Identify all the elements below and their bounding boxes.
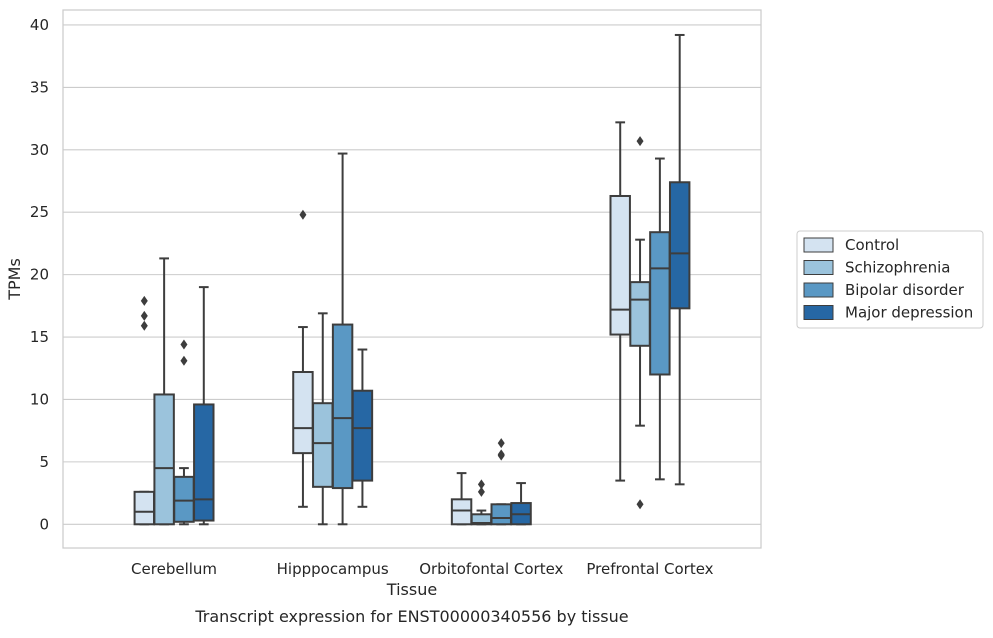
box-1-2	[292, 209, 314, 508]
legend-swatch	[803, 237, 834, 253]
outlier-point	[636, 499, 644, 510]
box-body	[331, 323, 354, 490]
box-3-1	[173, 339, 195, 526]
y-tick-label: 40	[30, 16, 49, 34]
grid-layer	[63, 24, 761, 525]
box-body	[450, 498, 473, 526]
legend-swatch	[803, 305, 834, 320]
y-tick-label: 20	[30, 266, 49, 284]
outlier-point	[140, 320, 148, 331]
y-tick-label: 5	[39, 453, 49, 471]
y-tick-label: 0	[39, 515, 49, 533]
y-tick-label: 35	[30, 78, 49, 96]
box-1-3	[450, 472, 473, 526]
x-tick-label: Orbitofontal Cortex	[419, 560, 563, 578]
legend-label: Bipolar disorder	[845, 281, 965, 299]
plot-area	[62, 9, 762, 549]
y-tick-label: 25	[30, 203, 49, 221]
box-body	[649, 231, 671, 376]
box-4-2	[351, 348, 374, 508]
box-body	[133, 490, 156, 526]
box-body	[490, 503, 512, 526]
box-1-4	[609, 121, 631, 482]
box-2-4	[629, 136, 651, 510]
box-body	[173, 475, 195, 523]
legend-items: Control Schizophrenia Bipolar disorder Majo…	[803, 236, 973, 322]
box-2-2	[312, 312, 334, 526]
x-tick-labels: Cerebellum Hipppocampus Orbitofontal Corte…	[131, 560, 714, 578]
box-body	[193, 403, 215, 522]
box-body	[668, 181, 691, 310]
legend-label: Schizophrenia	[845, 259, 950, 277]
x-tick-label: Prefrontal Cortex	[586, 560, 713, 578]
outlier-point	[497, 449, 505, 460]
outlier-point	[140, 295, 148, 306]
box-body	[153, 393, 175, 526]
legend-swatch	[803, 260, 834, 275]
legend: Control Schizophrenia Bipolar disorder Majo…	[796, 230, 984, 329]
y-tick-label: 30	[30, 141, 49, 159]
box-body	[292, 370, 314, 455]
box-4-1	[193, 286, 215, 526]
box-body	[609, 194, 631, 336]
outlier-point	[477, 479, 485, 490]
y-tick-label: 15	[30, 328, 49, 346]
x-tick-label: Hipppocampus	[277, 560, 389, 578]
box-3-3	[490, 438, 512, 526]
legend-swatch	[803, 282, 834, 298]
outlier-point	[140, 310, 148, 321]
box-1-1	[133, 295, 156, 526]
y-tick-label: 10	[30, 390, 49, 408]
outlier-point	[180, 339, 188, 350]
outlier-point	[477, 486, 485, 497]
box-4-4	[668, 33, 691, 486]
outlier-point	[636, 136, 644, 147]
legend-label: Control	[845, 236, 899, 254]
box-4-3	[510, 482, 532, 526]
outlier-point	[180, 355, 188, 366]
legend-label: Major depression	[845, 304, 973, 322]
box-3-2	[331, 152, 354, 526]
x-axis-label: Tissue	[386, 580, 437, 599]
x-tick-label: Cerebellum	[131, 560, 217, 578]
boxes-layer	[133, 33, 691, 526]
box-body	[312, 402, 334, 488]
y-tick-labels: 0 5 10 15 20 25 30 35 40	[30, 16, 49, 533]
outlier-point	[299, 209, 307, 220]
y-axis-label: TPMs	[5, 258, 24, 301]
box-3-4	[649, 157, 671, 481]
box-body	[351, 389, 374, 482]
box-2-1	[153, 257, 175, 526]
outlier-point	[497, 438, 505, 449]
box-2-3	[470, 479, 493, 526]
chart-caption: Transcript expression for ENST0000034055…	[194, 607, 628, 626]
box-body	[629, 281, 651, 347]
legend-frame	[796, 230, 984, 329]
